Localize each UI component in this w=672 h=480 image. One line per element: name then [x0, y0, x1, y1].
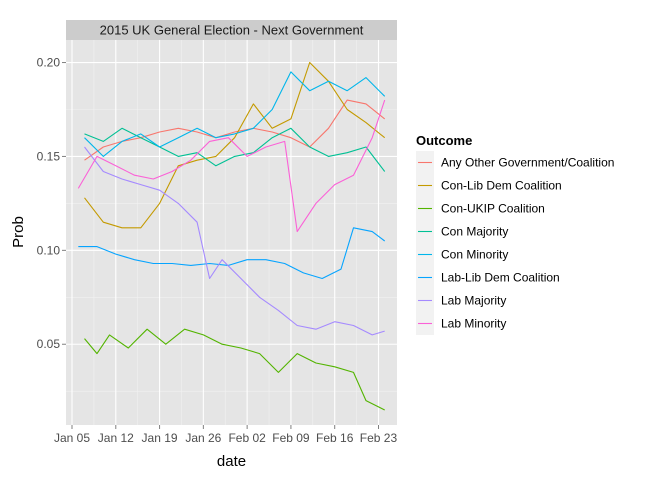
series-line-8 [77, 99, 386, 233]
legend-label: Con Minority [441, 248, 508, 262]
series-line-5 [84, 71, 386, 157]
series-line-7 [84, 146, 385, 336]
x-axis-title: date [217, 453, 246, 470]
y-tick-label: 0.10 [37, 243, 61, 257]
chart-title: 2015 UK General Election - Next Governme… [100, 23, 364, 38]
panel-background [66, 40, 397, 425]
legend-label: Any Other Government/Coalition [441, 156, 614, 170]
y-axis-title: Prob [10, 216, 27, 248]
grid [66, 40, 397, 425]
legend: Outcome Any Other Government/Coalition Co… [416, 133, 614, 335]
strip-background [66, 20, 397, 40]
series-line-1 [84, 99, 386, 161]
x-axis: Jan 05 Jan 12 Jan 19 Jan 26 Feb 02 Feb 09 Feb … [54, 425, 398, 445]
x-tick-label: Feb 23 [360, 431, 398, 445]
legend-label: Lab Majority [441, 294, 506, 308]
legend-label: Con-UKIP Coalition [441, 202, 545, 216]
x-tick-label: Jan 05 [54, 431, 90, 445]
x-tick-label: Feb 02 [228, 431, 266, 445]
series-line-3 [84, 328, 385, 411]
x-tick-label: Feb 16 [316, 431, 354, 445]
legend-items: Any Other Government/Coalition Con-Lib De… [416, 151, 614, 335]
legend-label: Lab Minority [441, 317, 506, 331]
x-tick-label: Jan 19 [142, 431, 178, 445]
x-tick-label: Jan 12 [98, 431, 134, 445]
series-lines [77, 61, 386, 411]
legend-label: Con Majority [441, 225, 508, 239]
x-tick-label: Jan 26 [185, 431, 221, 445]
y-tick-label: 0.05 [37, 337, 61, 351]
legend-label: Lab-Lib Dem Coalition [441, 271, 560, 285]
legend-label: Con-Lib Dem Coalition [441, 179, 562, 193]
series-line-6 [78, 227, 386, 280]
y-tick-label: 0.15 [37, 149, 61, 163]
legend-title: Outcome [416, 133, 472, 148]
series-line-4 [84, 127, 386, 172]
series-line-2 [84, 61, 386, 229]
y-tick-label: 0.20 [37, 56, 61, 70]
x-tick-label: Feb 09 [272, 431, 310, 445]
y-axis: 0.05 0.10 0.15 0.20 [37, 56, 66, 351]
